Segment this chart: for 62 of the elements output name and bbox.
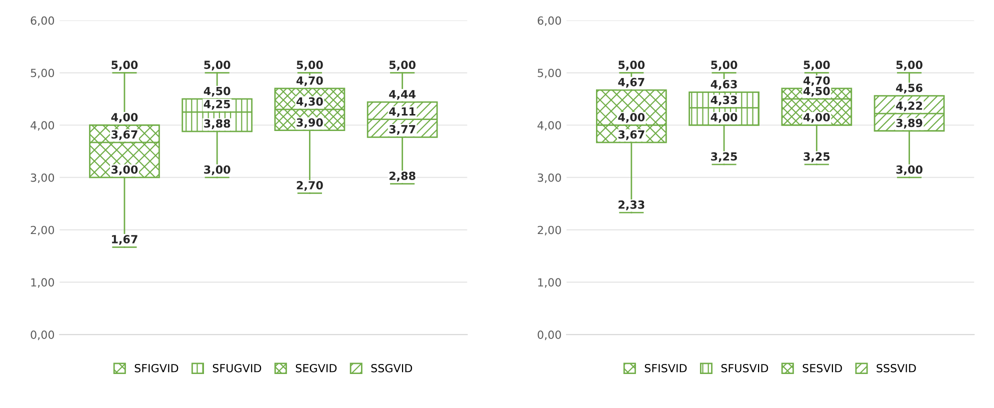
text: 4,00 xyxy=(803,112,830,123)
y-tick-label: 5,00 xyxy=(538,68,561,78)
y-tick-label: 0,00 xyxy=(30,330,54,340)
text: 2,88 xyxy=(390,172,416,182)
text: 3,77 xyxy=(389,125,416,135)
y-tick-label: 2,00 xyxy=(538,226,561,236)
text: 4,70 xyxy=(296,76,323,86)
legend-label: SESVID xyxy=(802,364,842,372)
text: 3,89 xyxy=(896,118,922,129)
text: 5,00 xyxy=(618,60,645,70)
legend-label: SEGVID xyxy=(296,364,337,372)
text: 4,67 xyxy=(618,78,644,88)
text: 3,88 xyxy=(204,119,230,130)
text: 4,30 xyxy=(296,97,323,108)
y-tick-label: 2,00 xyxy=(30,226,54,236)
text: 4,44 xyxy=(389,90,416,100)
text: 5,00 xyxy=(711,60,738,70)
legend-label: SFUGVID xyxy=(212,364,262,372)
text: 4,25 xyxy=(204,100,230,110)
y-tick-label: 1,00 xyxy=(538,278,561,288)
text: 3,67 xyxy=(618,130,644,140)
text: 3,67 xyxy=(112,130,138,140)
text: 5,00 xyxy=(804,60,830,70)
text: 5,00 xyxy=(112,60,138,70)
y-tick-label: 5,00 xyxy=(30,68,54,78)
text: 3,90 xyxy=(296,118,323,128)
y-tick-label: 6,00 xyxy=(30,16,54,26)
text: 4,63 xyxy=(710,80,737,90)
text: 4,11 xyxy=(389,107,416,118)
text: 3,25 xyxy=(804,152,830,162)
text: 5,00 xyxy=(389,60,416,70)
text: 3,25 xyxy=(711,152,737,162)
legend-label: SFUSVID xyxy=(721,364,768,372)
y-tick-label: 1,00 xyxy=(31,278,54,288)
text: 4,00 xyxy=(111,112,138,123)
text: 1,67 xyxy=(112,235,138,245)
legend-label: SSSVID xyxy=(876,364,916,372)
legend-label: SSGVID xyxy=(371,364,412,372)
text: 4,56 xyxy=(896,84,922,94)
y-tick-label: 4,00 xyxy=(30,121,54,131)
text: 3,00 xyxy=(204,165,230,176)
y-tick-label: 0,00 xyxy=(538,330,561,340)
text: 2,70 xyxy=(296,181,323,191)
y-tick-label: 3,00 xyxy=(538,173,561,183)
text: 4,00 xyxy=(618,112,645,123)
text: 4,50 xyxy=(204,86,230,97)
text: 4,00 xyxy=(710,112,738,123)
y-tick-label: 6,00 xyxy=(538,16,561,26)
text: 3,00 xyxy=(896,165,922,176)
legend-label: SFISVID xyxy=(644,364,687,372)
text: 5,00 xyxy=(204,60,230,70)
text: 4,70 xyxy=(803,76,830,86)
text: 4,33 xyxy=(710,96,737,106)
legend-label: SFIGVID xyxy=(134,364,178,372)
text: 4,22 xyxy=(896,101,922,112)
y-tick-label: 3,00 xyxy=(30,173,54,183)
y-tick-label: 4,00 xyxy=(538,121,561,131)
text: 5,00 xyxy=(296,60,323,70)
text: 3,00 xyxy=(112,165,138,176)
text: 2,33 xyxy=(618,200,644,210)
text: 4,50 xyxy=(803,86,830,97)
text: 5,00 xyxy=(896,60,922,70)
